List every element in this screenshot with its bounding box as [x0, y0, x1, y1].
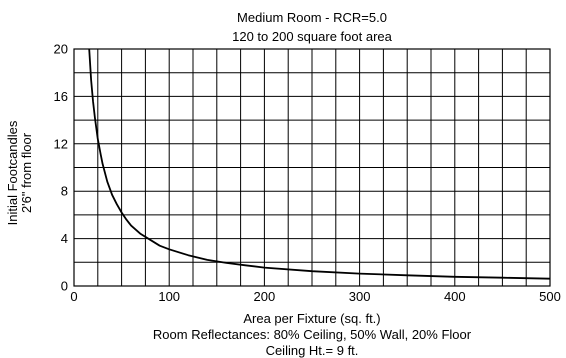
x-tick-label: 100: [158, 289, 180, 304]
chart-subtitle: 120 to 200 square foot area: [232, 29, 392, 44]
y-tick-label: 16: [54, 89, 68, 104]
footcandle-curve: [88, 48, 551, 280]
y-tick-label: 8: [61, 184, 68, 199]
chart-title: Medium Room - RCR=5.0: [237, 10, 387, 25]
plot-frame: [73, 48, 551, 287]
x-axis-label: Area per Fixture (sq. ft.): [243, 311, 381, 326]
y-tick-label: 0: [61, 279, 68, 294]
x-tick-label: 0: [70, 289, 77, 304]
x-tick-label: 300: [349, 289, 371, 304]
x-tick-label: 400: [444, 289, 466, 304]
y-tick-label: 4: [61, 231, 68, 246]
y-tick-label: 12: [54, 136, 68, 151]
y-tick-label: 20: [54, 42, 68, 57]
x-tick-label: 500: [539, 289, 561, 304]
ceiling-height-note: Ceiling Ht.= 9 ft.: [265, 343, 359, 358]
reflectance-note: Room Reflectances: 80% Ceiling, 50% Wall…: [152, 327, 472, 342]
x-tick-label: 200: [254, 289, 276, 304]
